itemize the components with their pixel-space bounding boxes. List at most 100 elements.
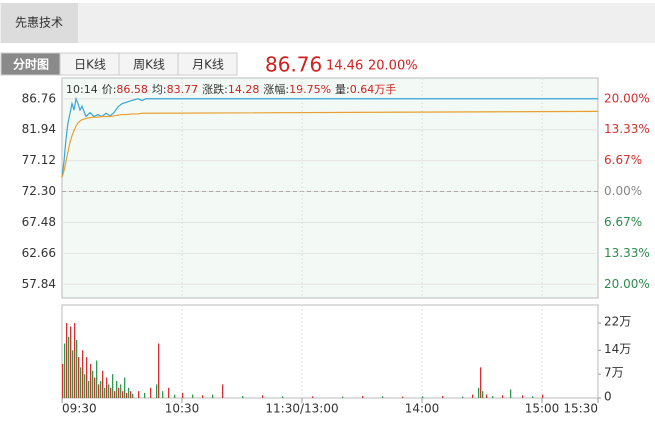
volume-tick-label: 14万 [604, 342, 631, 356]
volume-bar [262, 395, 264, 398]
y2-tick-label: 6.67% [604, 153, 642, 167]
volume-bar [138, 391, 140, 398]
y2-tick-label: 6.67% [604, 215, 642, 229]
y-tick-label: 86.76 [22, 91, 56, 105]
y2-tick-label: 20.00% [604, 91, 650, 105]
y-tick-label: 81.94 [22, 122, 56, 136]
volume-bar [158, 343, 160, 398]
info-time: 10:14 [66, 83, 98, 96]
volume-bar [72, 350, 74, 398]
volume-bar [88, 380, 90, 398]
volume-bar [422, 396, 424, 398]
volume-bar [110, 387, 112, 398]
volume-bar [144, 392, 146, 398]
volume-bar [486, 394, 488, 398]
info-value: 14.28 [228, 83, 260, 96]
stock-tab-label: 先惠技术 [15, 16, 63, 30]
volume-tick-label: 7万 [604, 366, 624, 380]
info-value: 0.64万手 [350, 82, 397, 96]
volume-bar [478, 387, 480, 398]
volume-bar [90, 363, 92, 398]
volume-bar [522, 395, 524, 398]
volume-bar [362, 395, 364, 398]
volume-bar [112, 374, 114, 398]
volume-bar [242, 395, 244, 398]
average-line [61, 110, 599, 178]
x-tick-label: 09:30 [62, 402, 97, 416]
info-label: 均: [152, 83, 167, 96]
view-tab-label: 分时图 [13, 57, 49, 72]
volume-bar [442, 395, 444, 398]
volume-bar [98, 384, 100, 398]
price-panel [61, 77, 599, 299]
volume-bar [124, 377, 126, 398]
volume-bar [462, 396, 464, 398]
volume-bar [102, 370, 104, 398]
volume-bar [342, 396, 344, 398]
volume-bar [76, 340, 78, 398]
stock-tab[interactable] [1, 3, 78, 43]
volume-bar [174, 394, 176, 398]
volume-bar [114, 391, 116, 398]
info-label: 涨幅: [263, 83, 289, 96]
quote-change: 14.46 [326, 59, 363, 74]
volume-bar [532, 396, 534, 398]
volume-bar [80, 367, 82, 398]
volume-bar [492, 395, 494, 398]
volume-bar [222, 384, 224, 398]
volume-bar [472, 394, 474, 398]
y2-tick-label: 13.33% [604, 246, 650, 260]
volume-bar [150, 387, 152, 398]
volume-bar [106, 377, 108, 398]
volume-bar [282, 396, 284, 398]
volume-bar [122, 391, 124, 398]
volume-bar [156, 384, 158, 398]
volume-tick-label: 0 [604, 390, 612, 404]
y2-tick-label: 0.00% [604, 184, 642, 198]
view-tab[interactable] [177, 52, 238, 76]
volume-bar [132, 393, 134, 398]
price-line [61, 96, 598, 178]
volume-bar [66, 323, 68, 398]
info-label: 价: [102, 83, 117, 96]
info-value: 19.75% [289, 83, 331, 96]
quote-price: 86.76 [265, 53, 322, 77]
volume-bar [182, 392, 184, 398]
volume-bar [68, 336, 70, 398]
view-tab-label: 日K线 [74, 58, 106, 72]
volume-bar [92, 370, 94, 398]
volume-tick-label: 22万 [604, 315, 631, 329]
volume-bar [510, 389, 512, 398]
volume-bar [82, 350, 84, 398]
info-label: 涨跌: [202, 82, 228, 96]
top-bar [0, 3, 655, 43]
volume-bar [118, 387, 120, 398]
volume-bar [64, 343, 66, 398]
volume-panel [61, 304, 599, 399]
volume-bar [162, 391, 164, 398]
x-tick-label: 15:30 [563, 402, 598, 416]
y-tick-label: 62.66 [22, 246, 56, 260]
y-tick-label: 57.84 [22, 277, 56, 291]
y-tick-label: 67.48 [22, 215, 56, 229]
volume-bar [70, 326, 72, 398]
volume-bar [100, 380, 102, 398]
x-tick-label: 10:30 [165, 402, 200, 416]
volume-bar [482, 391, 484, 398]
volume-bar [84, 374, 86, 398]
view-tab-label: 月K线 [192, 58, 224, 72]
info-label: 量: [335, 83, 350, 96]
volume-bar [168, 387, 170, 398]
x-tick-label: 11:30/13:00 [265, 402, 338, 416]
y2-tick-label: 13.33% [604, 122, 650, 136]
volume-bar [402, 396, 404, 398]
volume-bar [96, 360, 98, 398]
volume-bar [120, 384, 122, 398]
volume-bar [74, 323, 76, 398]
x-tick-label: 15:00 [525, 402, 560, 416]
y-tick-label: 72.30 [22, 184, 56, 198]
volume-bar [86, 357, 88, 398]
volume-bar [94, 377, 96, 398]
volume-bar [212, 394, 214, 398]
